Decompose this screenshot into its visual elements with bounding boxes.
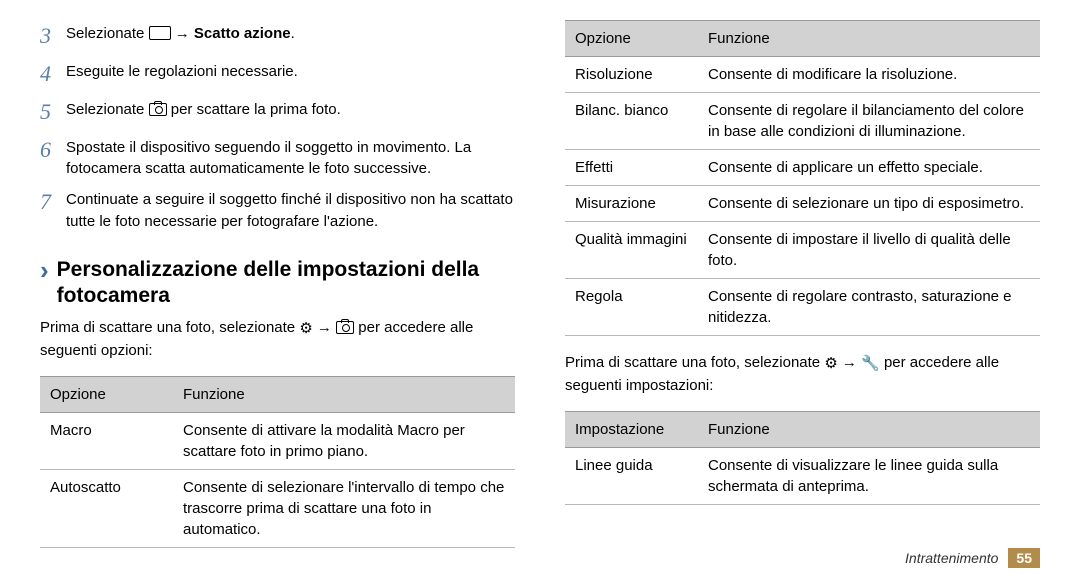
- options-table-2: Opzione Funzione RisoluzioneConsente di …: [565, 20, 1040, 336]
- step-7: 7 Continuate a seguire il soggetto finch…: [40, 186, 515, 233]
- bold-text: Scatto azione: [194, 25, 291, 42]
- cell: Consente di selezionare l'intervallo di …: [173, 469, 515, 547]
- settings-table: Impostazione Funzione Linee guida Consen…: [565, 411, 1040, 505]
- cell: Regola: [565, 279, 698, 336]
- cell: Consente di regolare il bilanciamento de…: [698, 93, 1040, 150]
- table-row: MisurazioneConsente di selezionare un ti…: [565, 186, 1040, 222]
- wrench-icon: 🔧: [861, 355, 880, 372]
- step-number: 3: [40, 20, 66, 52]
- intro-text-2: Prima di scattare una foto, selezionate …: [565, 352, 1040, 397]
- text: →: [171, 25, 194, 42]
- table-row: Qualità immaginiConsente di impostare il…: [565, 222, 1040, 279]
- page-number: 55: [1008, 548, 1040, 568]
- table-row: RisoluzioneConsente di modificare la ris…: [565, 57, 1040, 93]
- step-6: 6 Spostate il dispositivo seguendo il so…: [40, 134, 515, 181]
- text: per scattare la prima foto.: [167, 101, 341, 118]
- cell: Macro: [40, 412, 173, 469]
- camera-icon: [149, 103, 167, 116]
- page-content: 3 Selezionate → Scatto azione. 4 Eseguit…: [0, 0, 1080, 558]
- cell: Consente di applicare un effetto special…: [698, 150, 1040, 186]
- page-footer: Intrattenimento 55: [905, 548, 1040, 568]
- step-text: Selezionate → Scatto azione.: [66, 20, 515, 45]
- table-header: Funzione: [698, 411, 1040, 447]
- options-table-1: Opzione Funzione Macro Consente di attiv…: [40, 376, 515, 548]
- step-3: 3 Selezionate → Scatto azione.: [40, 20, 515, 52]
- cell: Consente di attivare la modalità Macro p…: [173, 412, 515, 469]
- table-row: Autoscatto Consente di selezionare l'int…: [40, 469, 515, 547]
- cell: Risoluzione: [565, 57, 698, 93]
- cell: Consente di impostare il livello di qual…: [698, 222, 1040, 279]
- step-number: 6: [40, 134, 66, 166]
- table-header: Opzione: [40, 376, 173, 412]
- cell: Effetti: [565, 150, 698, 186]
- cell: Misurazione: [565, 186, 698, 222]
- rectangle-icon: [149, 26, 171, 40]
- step-4: 4 Eseguite le regolazioni necessarie.: [40, 58, 515, 90]
- gear-icon: ⚙: [299, 320, 312, 337]
- cell: Consente di modificare la risoluzione.: [698, 57, 1040, 93]
- heading-text: Personalizzazione delle impostazioni del…: [57, 257, 515, 310]
- section-heading: › Personalizzazione delle impostazioni d…: [40, 257, 515, 310]
- step-number: 5: [40, 96, 66, 128]
- table-header: Impostazione: [565, 411, 698, 447]
- table-row: RegolaConsente di regolare contrasto, sa…: [565, 279, 1040, 336]
- table-header: Opzione: [565, 21, 698, 57]
- gear-icon: ⚙: [824, 355, 837, 372]
- table-row: Linee guida Consente di visualizzare le …: [565, 447, 1040, 504]
- right-column: Opzione Funzione RisoluzioneConsente di …: [565, 20, 1040, 548]
- step-5: 5 Selezionate per scattare la prima foto…: [40, 96, 515, 128]
- text: Prima di scattare una foto, selezionate: [40, 319, 299, 336]
- cell: Consente di regolare contrasto, saturazi…: [698, 279, 1040, 336]
- cell: Autoscatto: [40, 469, 173, 547]
- footer-section-label: Intrattenimento: [905, 550, 998, 566]
- cell: Linee guida: [565, 447, 698, 504]
- text: .: [291, 25, 295, 42]
- cell: Bilanc. bianco: [565, 93, 698, 150]
- camera-icon: [336, 321, 354, 334]
- step-text: Selezionate per scattare la prima foto.: [66, 96, 515, 121]
- step-number: 4: [40, 58, 66, 90]
- text: Prima di scattare una foto, selezionate: [565, 354, 824, 371]
- table-header: Funzione: [173, 376, 515, 412]
- step-text: Continuate a seguire il soggetto finché …: [66, 186, 515, 233]
- step-text: Eseguite le regolazioni necessarie.: [66, 58, 515, 83]
- table-header: Funzione: [698, 21, 1040, 57]
- step-text: Spostate il dispositivo seguendo il sogg…: [66, 134, 515, 181]
- table-row: Macro Consente di attivare la modalità M…: [40, 412, 515, 469]
- cell: Consente di visualizzare le linee guida …: [698, 447, 1040, 504]
- intro-text: Prima di scattare una foto, selezionate …: [40, 317, 515, 362]
- table-row: Bilanc. biancoConsente di regolare il bi…: [565, 93, 1040, 150]
- table-row: EffettiConsente di applicare un effetto …: [565, 150, 1040, 186]
- chevron-icon: ›: [40, 257, 49, 283]
- left-column: 3 Selezionate → Scatto azione. 4 Eseguit…: [40, 20, 515, 548]
- text: Selezionate: [66, 101, 149, 118]
- text: Selezionate: [66, 25, 149, 42]
- step-number: 7: [40, 186, 66, 218]
- cell: Qualità immagini: [565, 222, 698, 279]
- cell: Consente di selezionare un tipo di espos…: [698, 186, 1040, 222]
